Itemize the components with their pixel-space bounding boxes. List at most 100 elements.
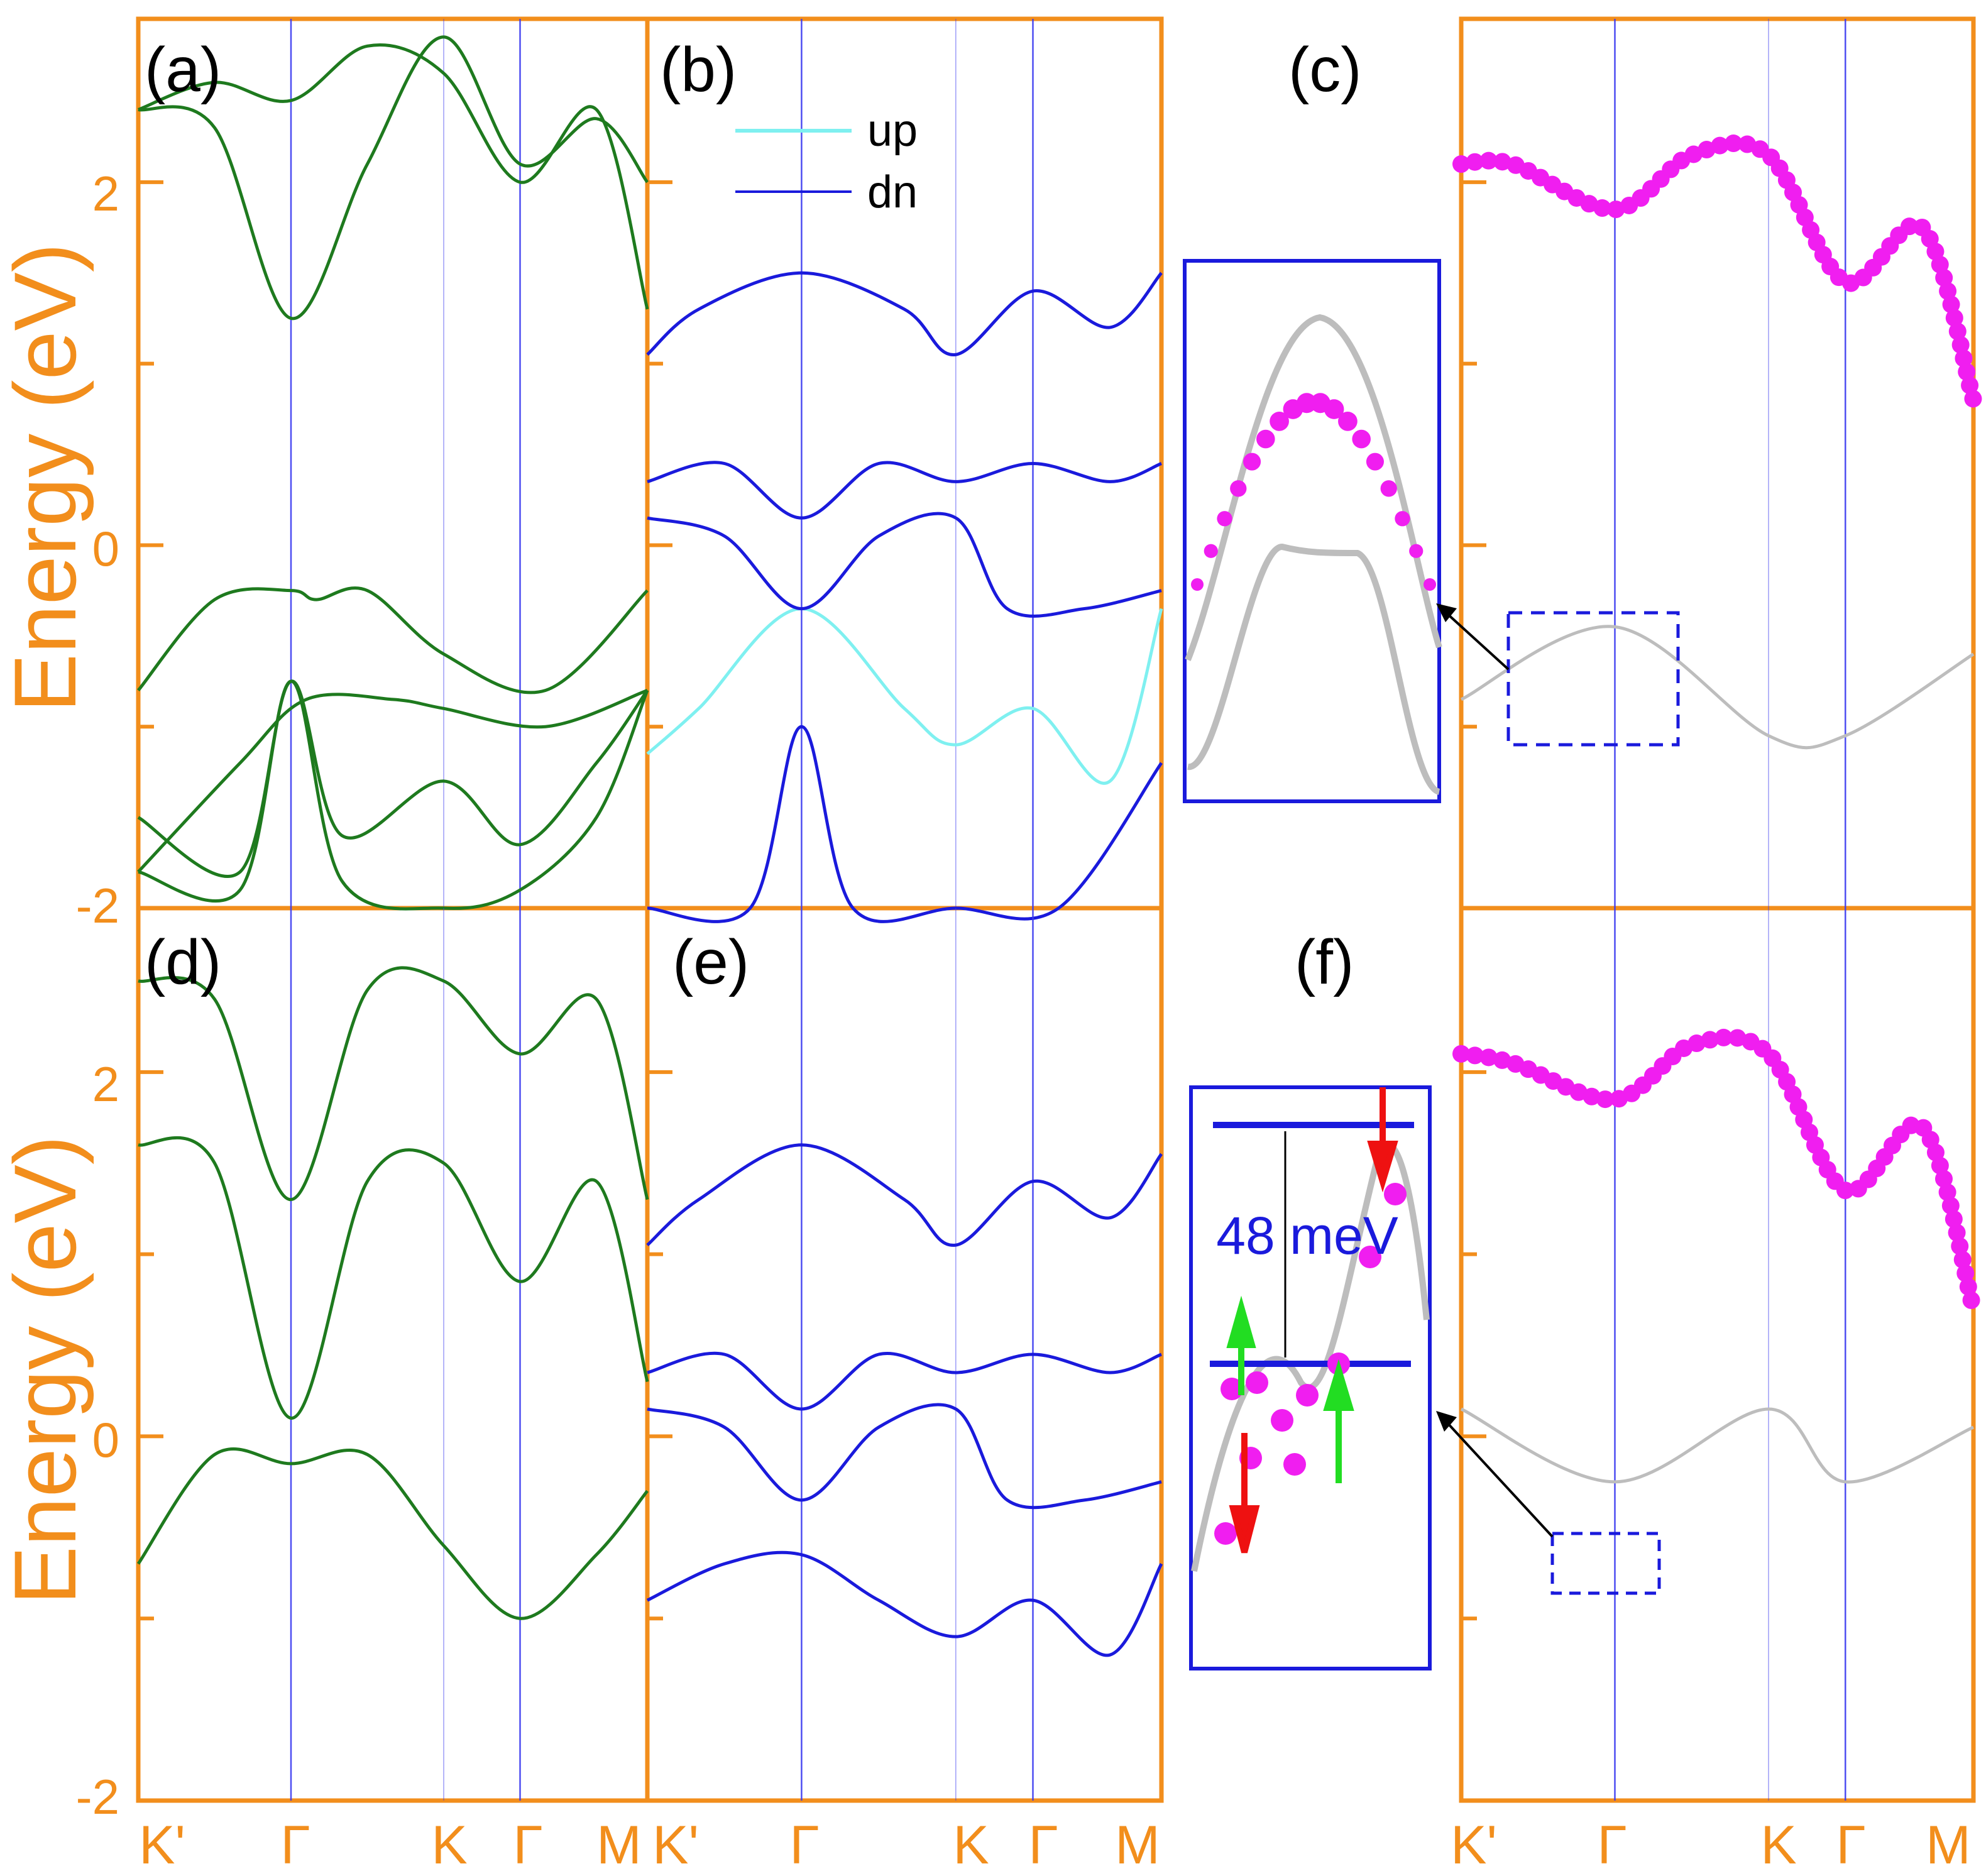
inset-c-dot (1217, 511, 1232, 527)
inset-f-dot (1384, 1183, 1407, 1205)
gray-band-c (1460, 625, 1975, 750)
x-tick-label-gamma-6: Γ (1836, 1815, 1865, 1875)
inset-f-pointer-head (1436, 1411, 1457, 1432)
inset-c-dot (1409, 544, 1424, 558)
weight-dot-c (1939, 282, 1957, 300)
weight-dot-c (1493, 153, 1511, 171)
weight-dot-f (1714, 1028, 1733, 1046)
weight-dot-f (1479, 1048, 1498, 1067)
inset-c-dot (1270, 412, 1289, 431)
panel-b-plot (646, 19, 1163, 923)
x-tick-label-gamma-1: Γ (280, 1815, 310, 1875)
band-a-3 (138, 43, 649, 310)
panel-c-plot (1452, 19, 1982, 908)
weight-dot-c (1593, 199, 1611, 217)
band-a-2 (138, 35, 649, 321)
panel-label-c: (c) (1288, 35, 1362, 105)
inset-c-dot (1395, 511, 1410, 527)
inset-f-gray-band (1191, 1142, 1430, 1572)
inset-c-dot (1230, 480, 1247, 497)
band-a-1 (137, 586, 649, 694)
panel-f-plot (1452, 908, 1980, 1801)
weight-dot-c (1466, 153, 1484, 171)
y-tick-label-top-neg2: -2 (76, 878, 119, 933)
weight-dot-f (1948, 1224, 1966, 1242)
inset-c-dot (1352, 429, 1371, 449)
weight-dot-f (1938, 1183, 1956, 1202)
frame-f (1459, 906, 1976, 1803)
weight-dot-c (1452, 155, 1470, 173)
panel-e-plot (646, 908, 1163, 1801)
weight-dot-f (1452, 1045, 1470, 1063)
x-tick-label-gamma-4: Γ (1028, 1815, 1058, 1875)
band-e-0 (646, 1143, 1163, 1247)
band-d-0 (136, 1447, 649, 1620)
weight-dot-f (1836, 1182, 1855, 1200)
inset-f-frame (1189, 1085, 1432, 1670)
x-tick-label-kprime-2: K' (652, 1815, 699, 1875)
inset-c-gray-band (1185, 314, 1442, 661)
x-tick-label-k-1: K (431, 1815, 467, 1875)
weight-dot-c (1958, 363, 1976, 381)
weight-dot-f (1687, 1034, 1706, 1053)
x-tick-label-gamma-2: Γ (513, 1815, 542, 1875)
weight-dot-f (1701, 1031, 1719, 1049)
spin-up-arrow-1 (1226, 1295, 1256, 1395)
frame-a (136, 16, 650, 911)
inset-f-dot (1296, 1384, 1319, 1407)
x-tick-label-m-1: M (596, 1815, 642, 1875)
inset-c-frame (1183, 259, 1441, 803)
spin-down-arrow-1 (1229, 1433, 1260, 1554)
y-tick-label-top-2: 2 (92, 166, 119, 221)
frame-d (136, 906, 650, 1803)
y-axis-label-top: Energy (eV) (0, 243, 94, 713)
weight-dot-f (1728, 1029, 1747, 1047)
legend-label-dn: dn (867, 167, 918, 217)
panel-label-b: (b) (660, 35, 737, 105)
weight-dot-c (1901, 217, 1919, 236)
legend-label-up: up (867, 106, 918, 156)
y-axis-label-bottom: Energy (eV) (0, 1136, 94, 1605)
x-tick-label-k-2: K (953, 1815, 989, 1875)
inset-f-dot (1214, 1522, 1237, 1545)
panel-label-f: (f) (1295, 927, 1354, 997)
x-tick-label-kprime-3: K' (1451, 1815, 1497, 1875)
weight-dot-c (1955, 349, 1973, 368)
x-tick-label-kprime-1: K' (139, 1815, 185, 1875)
y-tick-label-top-0: 0 (92, 521, 119, 576)
zoom-box-c (1506, 611, 1680, 747)
panel-label-e: (e) (672, 927, 749, 997)
band-a-4 (137, 679, 649, 878)
band-e-2 (647, 1403, 1162, 1510)
inset-c-pointer-head (1436, 603, 1457, 622)
zoom-box-f (1550, 1532, 1661, 1595)
inset-c-dot (1204, 544, 1218, 558)
panel-label-d: (d) (145, 927, 221, 997)
weight-dot-c (1935, 268, 1953, 287)
x-tick-label-m-2: M (1115, 1815, 1160, 1875)
band-e-3 (646, 1550, 1163, 1657)
weight-dot-f (1934, 1170, 1953, 1188)
inset-c-gray-band-2 (1187, 543, 1441, 795)
weight-dot-f (1953, 1251, 1972, 1269)
x-tick-label-m-3: M (1926, 1815, 1971, 1875)
inset-c-dot (1424, 578, 1436, 591)
weight-dot-c (1711, 136, 1729, 155)
spin-down-arrow-2 (1367, 1087, 1398, 1193)
inset-c-dot (1243, 453, 1261, 471)
x-tick-label-gamma-3: Γ (789, 1815, 819, 1875)
weight-dot-f (1959, 1278, 1977, 1296)
y-tick-label-bottom-2: 2 (92, 1056, 119, 1112)
weight-dot-f (1596, 1090, 1615, 1109)
weight-dot-f (1941, 1197, 1960, 1215)
inset-c-pointer (1438, 605, 1510, 671)
inset-f-pointer (1438, 1413, 1554, 1538)
y-tick-label-bottom-0: 0 (92, 1412, 119, 1467)
weight-dot-c (1725, 134, 1743, 153)
weight-dot-f (1962, 1291, 1980, 1309)
weight-dot-f (1583, 1087, 1601, 1105)
spin-up-arrow-2 (1323, 1359, 1354, 1483)
weight-dot-c (1698, 141, 1716, 159)
panel-label-a: (a) (145, 35, 221, 105)
